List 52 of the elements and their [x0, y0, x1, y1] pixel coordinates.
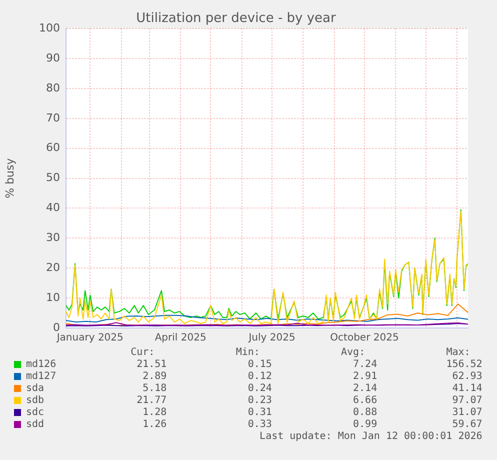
text: 2.91	[353, 370, 378, 383]
text: 31.07	[452, 406, 482, 419]
y-tick-label: 30	[46, 231, 60, 244]
chart-title: Utilization per device - by year	[136, 11, 337, 26]
text: Last update: Mon Jan 12 00:00:01 2026	[260, 430, 482, 443]
text: 1.28	[142, 406, 167, 419]
text: Max:	[446, 346, 470, 359]
text: 0.99	[353, 418, 378, 431]
text: 156.52	[446, 358, 482, 371]
legend-label: sda	[26, 382, 44, 395]
legend-label: md127	[26, 370, 56, 383]
y-tick-label: 80	[46, 81, 60, 94]
y-tick-label: 10	[46, 290, 60, 304]
x-tick-label: July 2025	[248, 332, 296, 344]
text: 21.77	[136, 394, 167, 407]
text: 0.33	[248, 418, 272, 431]
text: 7.24	[353, 358, 378, 371]
text: Avg:	[341, 346, 366, 359]
y-tick-label: 0	[53, 320, 60, 334]
y-tick-label: 40	[46, 201, 60, 214]
x-tick-label: October 2025	[330, 332, 399, 344]
x-tick-label: April 2025	[154, 332, 206, 344]
text: Cur:	[130, 346, 155, 359]
text: 0.88	[353, 406, 378, 419]
text: 59.67	[452, 418, 482, 431]
y-tick-label: 100	[39, 21, 60, 34]
text: 0.15	[248, 358, 272, 371]
text: 62.93	[452, 370, 482, 383]
text: 2.89	[142, 370, 167, 383]
legend-label: sdd	[26, 418, 44, 431]
y-axis-title: % busy	[3, 158, 16, 198]
y-tick-label: 60	[46, 141, 60, 154]
text: 1.26	[142, 418, 167, 431]
x-tick-label: January 2025	[56, 332, 124, 344]
text: 0.12	[248, 370, 272, 383]
text: 21.51	[136, 358, 167, 371]
legend-label: sdb	[26, 394, 44, 407]
text: 6.66	[353, 394, 378, 407]
text: 5.18	[142, 382, 167, 395]
y-tick-label: 90	[46, 51, 60, 64]
text: 2.14	[353, 382, 378, 395]
text: Min:	[236, 346, 260, 359]
y-tick-label: 50	[46, 171, 60, 184]
text: 41.14	[452, 382, 482, 395]
y-tick-label: 20	[46, 260, 60, 274]
text: 0.24	[248, 382, 272, 395]
y-tick-label: 70	[46, 111, 60, 124]
text: 0.31	[248, 406, 272, 419]
text: 0.23	[248, 394, 272, 407]
text: 97.07	[452, 394, 482, 407]
legend-label: sdc	[26, 406, 44, 419]
legend-label: md126	[26, 358, 56, 371]
